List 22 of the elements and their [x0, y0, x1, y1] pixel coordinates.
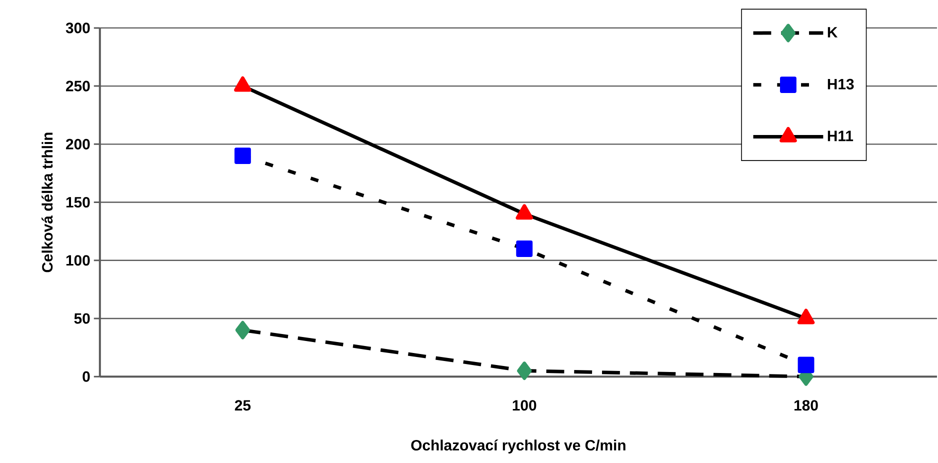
point — [235, 320, 250, 340]
point — [516, 204, 534, 220]
y-tick-label: 200 — [66, 138, 90, 150]
legend-label: H11 — [828, 130, 854, 141]
y-tick-label: 0 — [82, 371, 90, 382]
point — [517, 361, 532, 380]
x-axis-title: Ochlazovací rychlost ve C/min — [411, 439, 626, 454]
point — [516, 240, 533, 257]
y-tick-label: 150 — [66, 196, 90, 208]
y-tick-label: 50 — [74, 312, 90, 324]
x-tick-label: 180 — [794, 400, 818, 410]
y-tick-label: 300 — [66, 22, 90, 34]
y-tick-label: 250 — [66, 80, 90, 92]
legend-label: K — [828, 26, 838, 38]
point — [798, 356, 814, 373]
point — [234, 76, 252, 92]
point — [234, 147, 251, 164]
y-axis-title: Celková délka trhlin — [42, 132, 53, 272]
legend-label: H13 — [828, 78, 854, 90]
x-tick-label: 100 — [512, 400, 536, 410]
x-tick-label: 25 — [234, 400, 251, 410]
y-tick-label: 100 — [66, 254, 90, 266]
